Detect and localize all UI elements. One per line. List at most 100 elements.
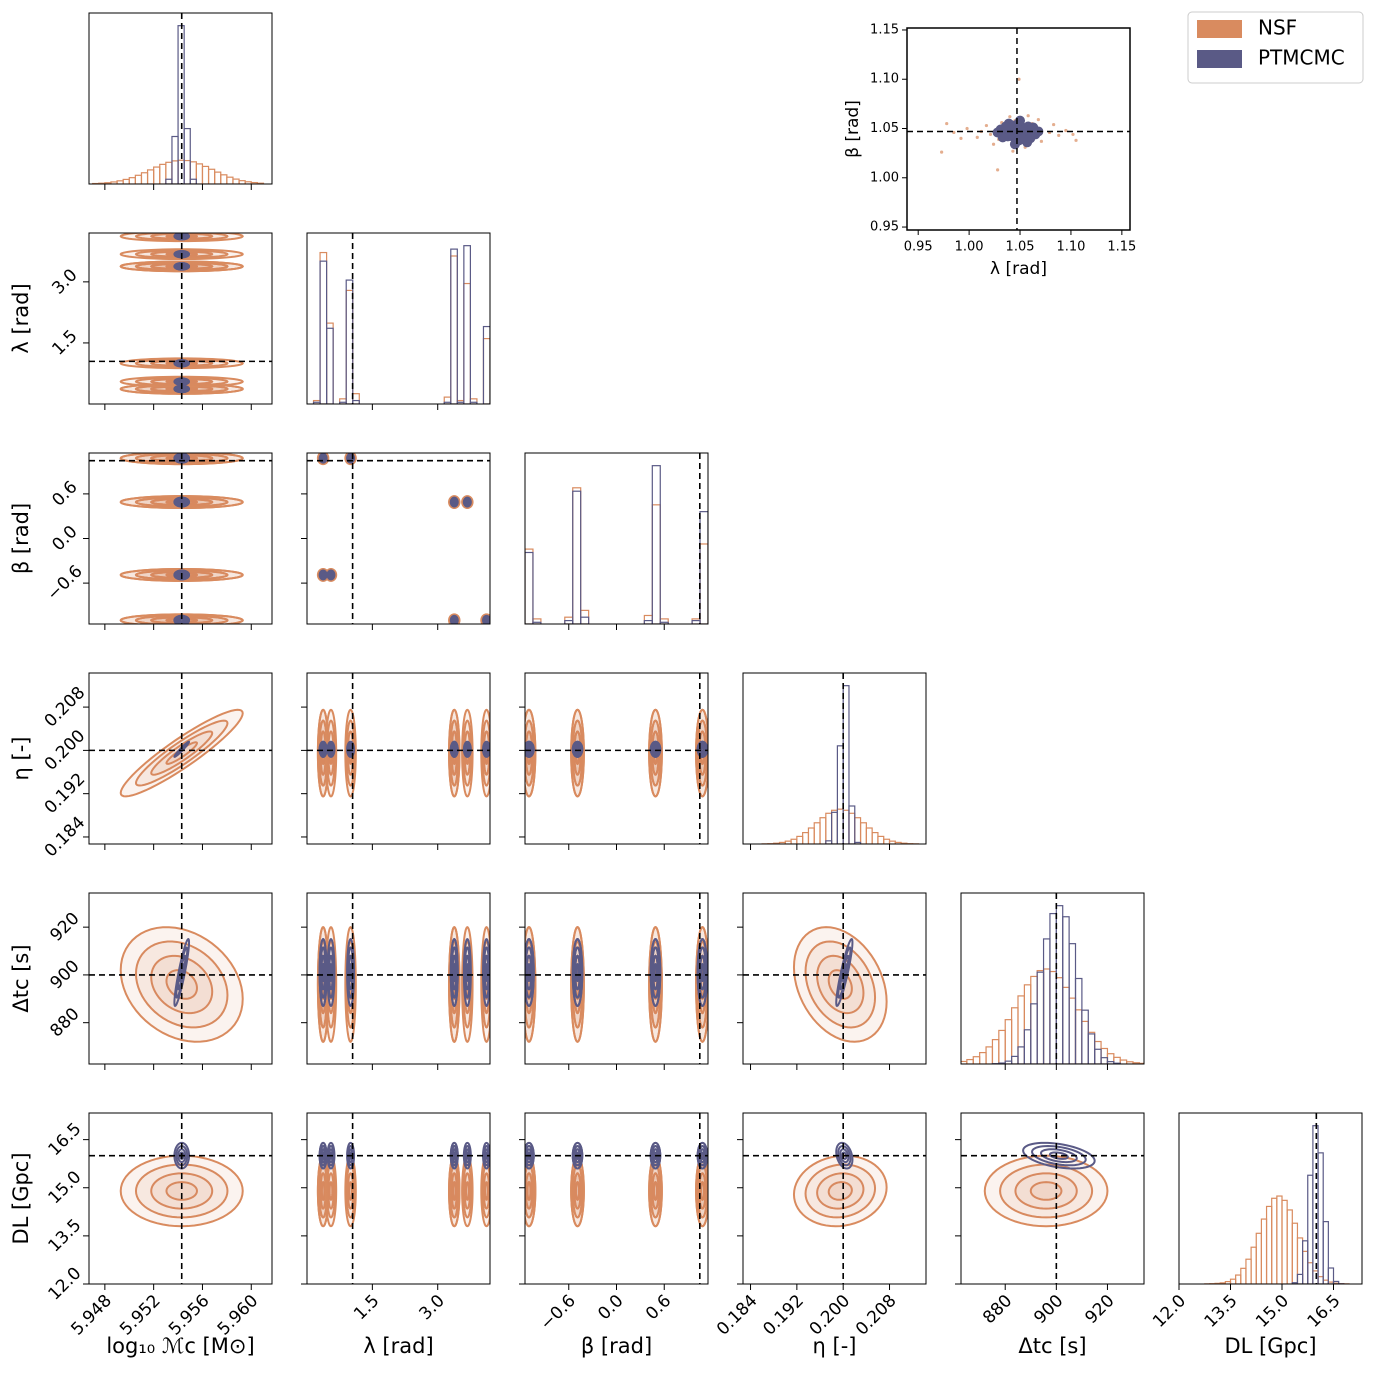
panel (89, 233, 272, 404)
contour (574, 954, 581, 991)
contour (525, 1141, 535, 1170)
contour (173, 384, 191, 394)
contour (482, 614, 490, 624)
panel-frame (88, 232, 273, 405)
contour (150, 1172, 214, 1210)
x-axis-label: log₁₀ ℳc [M⊙] (106, 1334, 254, 1358)
panel-frame (306, 1112, 491, 1285)
y-axis-label: DL [Gpc] (9, 1152, 33, 1244)
panel-frame (960, 892, 1145, 1065)
contour (697, 946, 708, 999)
contour (462, 496, 472, 508)
contour (839, 1148, 850, 1164)
contour (348, 1181, 353, 1201)
contour (484, 963, 489, 983)
point (945, 121, 949, 126)
contour (572, 742, 583, 756)
x-axis-label: λ [rad] (363, 1334, 433, 1358)
contour (173, 377, 191, 386)
contour (173, 262, 191, 271)
contour (482, 740, 490, 758)
contour (348, 963, 353, 983)
panel (525, 673, 708, 844)
contour (700, 746, 705, 753)
contour (178, 456, 185, 461)
contour (329, 963, 333, 983)
x-axis-label: λ [rad] (990, 259, 1047, 279)
contour (700, 963, 705, 982)
y-tick-label: 1.15 (870, 22, 899, 37)
contour (837, 1145, 852, 1167)
contour (482, 1172, 490, 1210)
contour (571, 938, 584, 1008)
panel-frame (306, 672, 491, 845)
contour (173, 938, 191, 1008)
contour (452, 746, 457, 753)
contour (449, 614, 459, 624)
panel-frame (88, 672, 273, 845)
contour (326, 740, 336, 758)
contour (525, 1172, 534, 1210)
contour (449, 740, 459, 758)
contour (652, 954, 659, 991)
panel (743, 893, 926, 1064)
contour (175, 497, 189, 507)
legend: NSF PTMCMC (1187, 11, 1364, 84)
contour (698, 1172, 707, 1210)
contour (452, 963, 457, 983)
contour (449, 496, 459, 508)
point (1000, 121, 1011, 132)
contour (575, 963, 580, 982)
panel-frame (88, 1112, 273, 1285)
point (1018, 125, 1029, 136)
contour (318, 453, 328, 464)
contour (650, 742, 661, 756)
contour (177, 1148, 187, 1164)
contour (462, 740, 472, 758)
contour (1022, 1141, 1096, 1170)
contour (482, 1141, 490, 1170)
contour (652, 1148, 659, 1164)
y-tick-label: 1.05 (870, 121, 899, 136)
contour (652, 1181, 659, 1201)
point (984, 123, 989, 128)
contour (572, 946, 583, 999)
y-axis-label: β [rad] (9, 503, 33, 574)
contour (173, 249, 191, 259)
contour (173, 740, 191, 758)
panel (307, 1113, 490, 1284)
contour (173, 496, 191, 508)
contour (175, 570, 189, 580)
contour (178, 572, 185, 578)
contour (318, 569, 328, 581)
panel (525, 1113, 708, 1284)
contour (328, 1181, 334, 1201)
contour (451, 1181, 457, 1201)
point (988, 132, 993, 137)
contour (700, 1151, 705, 1160)
point (1074, 138, 1078, 142)
contour (526, 1181, 532, 1201)
contour (699, 954, 706, 991)
point (1025, 133, 1036, 144)
point (1071, 132, 1075, 137)
contour (327, 1172, 335, 1210)
x-axis-label: DL [Gpc] (1224, 1334, 1316, 1358)
contour (452, 1151, 457, 1160)
panel (307, 453, 490, 624)
y-axis-label: λ [rad] (9, 283, 33, 353)
contour (804, 1163, 877, 1219)
contour (525, 954, 533, 991)
contour (318, 740, 328, 758)
x-tick-label: 1.00 (955, 240, 984, 255)
panel-frame (742, 1112, 927, 1285)
contour (572, 1145, 583, 1167)
contour (150, 498, 214, 507)
contour (134, 496, 229, 508)
legend-swatch (1197, 50, 1242, 68)
contour (792, 1154, 888, 1228)
y-axis-label: β [rad] (843, 100, 863, 158)
point (1008, 115, 1012, 119)
